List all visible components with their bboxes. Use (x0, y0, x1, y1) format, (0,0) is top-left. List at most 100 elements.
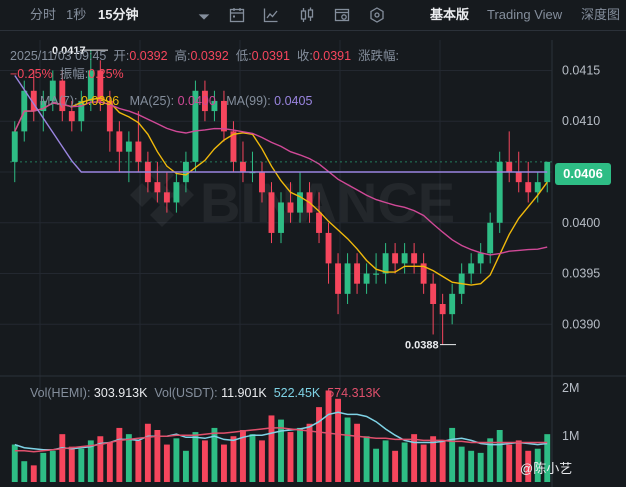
candle (125, 131, 132, 183)
volume-bar (30, 465, 37, 482)
volume-bar (268, 415, 275, 482)
candle-body (230, 131, 237, 162)
candle-body (468, 263, 475, 274)
vol-usdt-value: 11.901K (221, 386, 267, 400)
candle (430, 273, 437, 335)
candle-body (87, 70, 94, 101)
candle-body (477, 253, 484, 264)
volume-bar (534, 448, 541, 482)
open-label: 开: (113, 49, 130, 63)
volume-bar (163, 444, 170, 482)
candle (411, 243, 418, 274)
volume-bar (59, 434, 66, 482)
close-label: 收: (296, 49, 313, 63)
volume-bar (525, 450, 532, 482)
candle (468, 253, 475, 284)
volume-legend: Vol(HEMI): 303.913K Vol(USDT): 11.901K 5… (30, 386, 381, 400)
candle-body (382, 253, 389, 274)
volume-bar (220, 444, 227, 482)
volume-bar (182, 450, 189, 482)
candle-body (325, 232, 332, 264)
volume-bar (68, 446, 75, 482)
amplitude-label: 振幅: (59, 67, 89, 81)
candle (59, 70, 66, 122)
vol-hemi-label: Vol(HEMI): (30, 386, 91, 400)
volume-bar (287, 432, 294, 482)
volume-bar (325, 390, 332, 482)
ohlc-legend: 2025/11/03 09:45 开:0.0392 高:0.0392 低:0.0… (10, 47, 570, 83)
hexagon-settings-icon[interactable] (369, 7, 385, 23)
price-tick-label: 0.0415 (562, 63, 600, 77)
volume-bar (144, 423, 151, 482)
tab-time-sharing[interactable]: 分时 (30, 7, 57, 22)
price-chart[interactable]: BINANCE 0.0415 0.0410 0.0405 0.0400 0.0395 0.… (0, 31, 626, 487)
candle-body (287, 202, 294, 213)
candle (420, 253, 427, 294)
candle (392, 243, 399, 274)
volume-bar (411, 434, 418, 482)
candle-body (411, 253, 418, 264)
candle-body (449, 293, 456, 315)
line-chart-icon[interactable] (263, 7, 279, 23)
price-tick-label: 0.0410 (562, 114, 600, 128)
candle (382, 243, 389, 284)
volume-bar (496, 430, 503, 482)
low-label: 低: (235, 49, 252, 63)
calendar-indicator-icon[interactable] (229, 7, 245, 23)
candle-body (78, 100, 85, 122)
volume-bar (97, 436, 104, 482)
vol-usdt-label: Vol(USDT): (154, 386, 218, 400)
volume-bar (297, 427, 303, 482)
volume-bar (116, 427, 123, 482)
volume-bar (468, 450, 475, 482)
candle (506, 131, 513, 183)
candle-body (192, 90, 199, 162)
volume-bar (278, 419, 284, 482)
candle-body (496, 161, 503, 223)
volume-bar (211, 427, 218, 482)
volume-bar (487, 438, 494, 482)
volume-bar (106, 442, 113, 482)
tab-15-minute[interactable]: 15分钟 (98, 7, 139, 22)
volume-bar (430, 436, 437, 482)
candle-body (515, 172, 522, 183)
svg-text:BINANCE: BINANCE (200, 171, 455, 234)
candle (439, 293, 446, 345)
volume-bar (21, 461, 28, 482)
candle-body (201, 90, 208, 112)
candle-body (259, 172, 265, 193)
candle-body (401, 253, 408, 264)
view-basic-button[interactable]: 基本版 (430, 7, 470, 22)
candle-body (344, 263, 351, 294)
tab-1-second[interactable]: 1秒 (66, 7, 87, 22)
volume-bar (544, 434, 551, 482)
candle (335, 253, 342, 315)
candle (30, 70, 37, 122)
ma25-line (14, 101, 548, 256)
ma25-value: 0.0400 (177, 94, 216, 108)
high-marker-label: 0.0417 (52, 45, 86, 57)
candle-body (268, 192, 275, 233)
candle (344, 253, 351, 304)
ma7-line (14, 97, 548, 286)
candle-body (363, 273, 370, 284)
chevron-down-icon[interactable] (196, 9, 212, 25)
volume-bar (40, 452, 47, 482)
view-depth-button[interactable]: 深度图 (581, 7, 621, 22)
chart-grid (0, 40, 626, 487)
ma-legend: MA(7): 0.0396 MA(25): 0.0400 MA(99): 0.0… (40, 94, 312, 108)
volume-bar (382, 440, 389, 482)
high-value: 0.0392 (190, 49, 229, 63)
close-value: 0.0391 (312, 49, 352, 63)
candle (544, 161, 551, 193)
view-tradingview-button[interactable]: Trading View (487, 7, 563, 22)
ma7-label: MA(7): (40, 94, 78, 108)
candle-datetime: 2025/11/03 09:45 (10, 49, 107, 63)
settings-chart-icon[interactable] (334, 7, 350, 23)
volume-tick-label: 1M (562, 429, 579, 443)
volume-bar (458, 446, 465, 482)
volume-bar (78, 448, 85, 482)
candle (40, 90, 47, 132)
candlestick-icon[interactable] (299, 7, 315, 23)
